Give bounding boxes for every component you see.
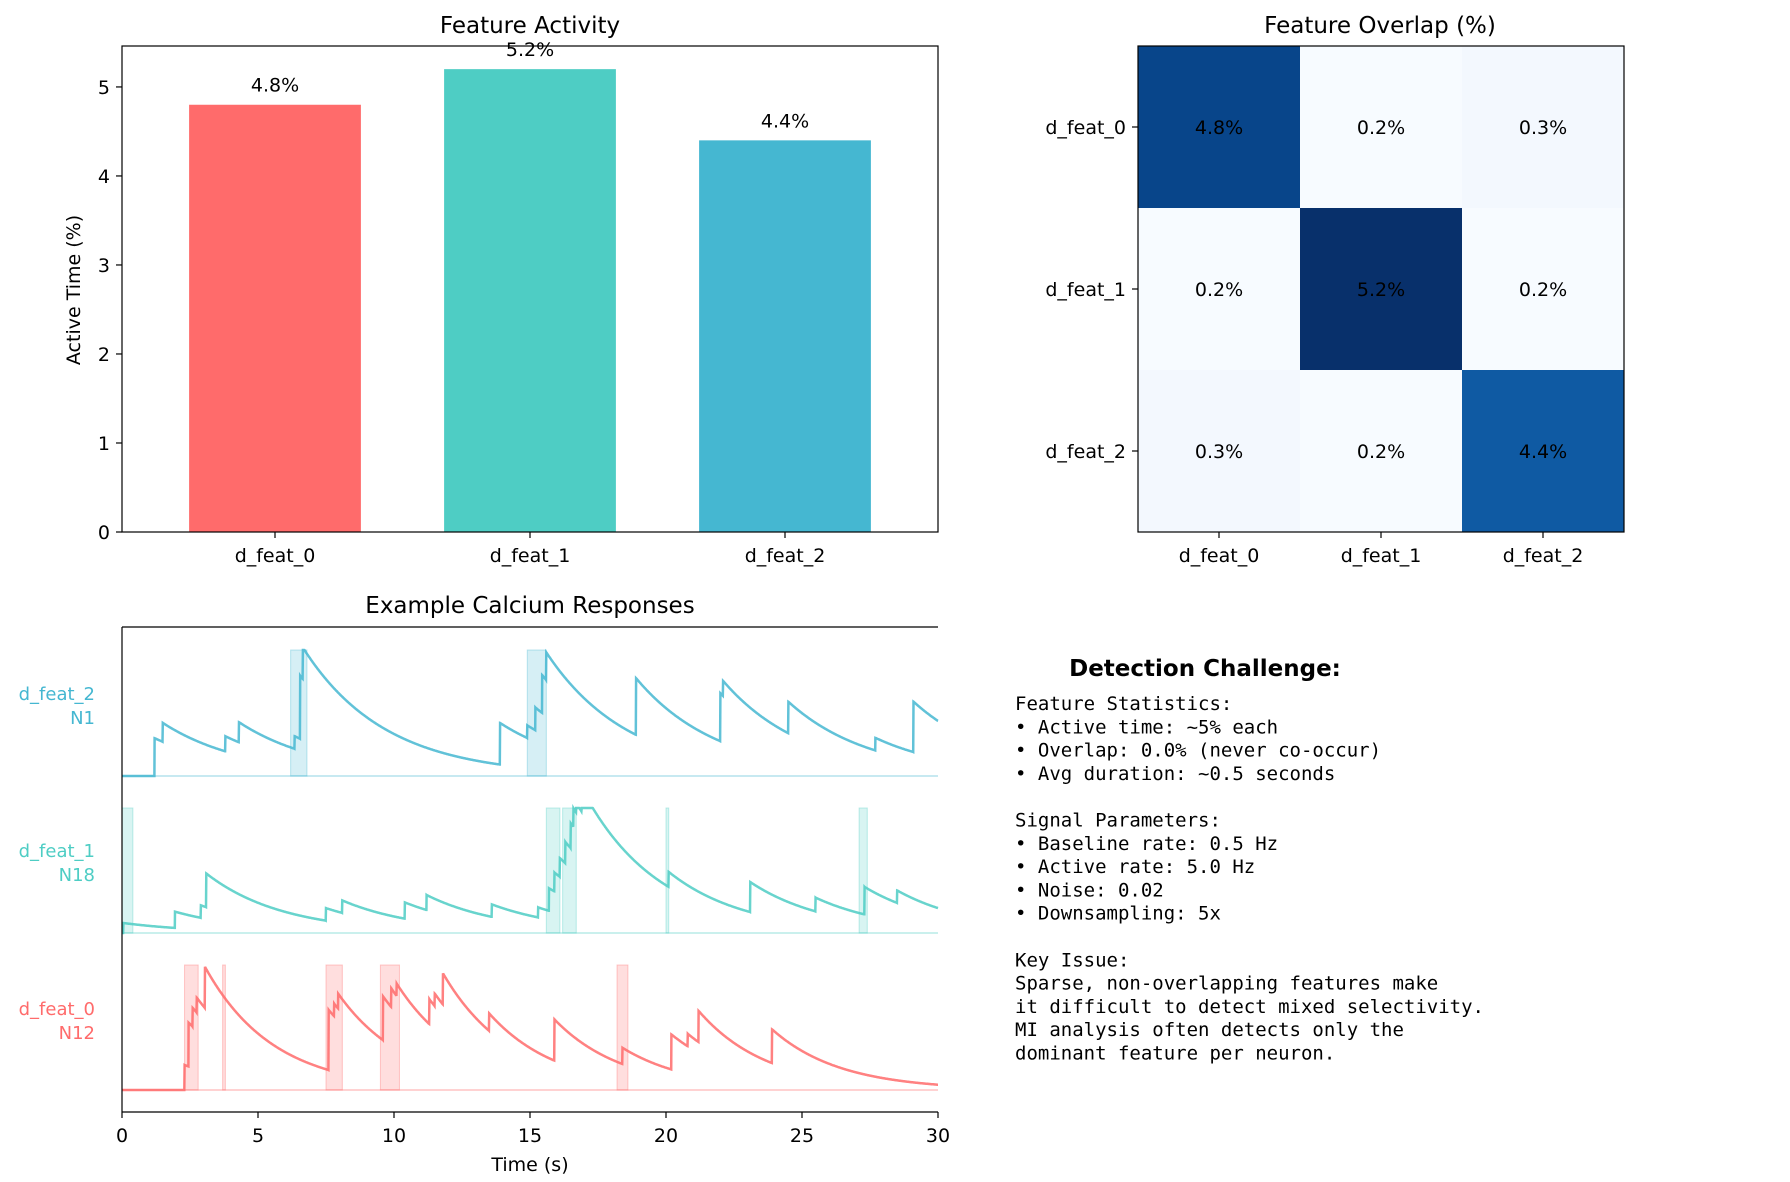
bar-chart-frame (121, 45, 939, 533)
heatmap-cell (1462, 208, 1625, 371)
y-tick-label: d_feat_1 (1045, 279, 1126, 301)
x-tick-label: 25 (790, 1125, 814, 1147)
heatmap-cell-label: 0.2% (1519, 279, 1567, 301)
heatmap-cell-label: 4.4% (1519, 441, 1567, 463)
info-line: Sparse, non-overlapping features make (1015, 973, 1438, 995)
bar-chart-panel: Feature Activity Active Time (%) 4.8% d_f… (63, 13, 939, 567)
x-tick-label: 20 (654, 1125, 678, 1147)
bar-chart-ylabel: Active Time (%) (63, 215, 85, 365)
active-period-shade (379, 964, 400, 1091)
x-tick-label: 10 (382, 1125, 406, 1147)
heatmap-cell-label: 0.3% (1519, 117, 1567, 139)
active-period-shade (184, 964, 199, 1091)
calcium-trace-d_feat_0 (122, 966, 938, 1092)
x-tick-label: d_feat_0 (235, 545, 316, 567)
calcium-trace-d_feat_1 (121, 803, 939, 935)
y-tick-label: d_feat_2 (1045, 441, 1126, 463)
bar-marks: 4.8% d_feat_0 5.2% d_feat_1 4.4% d_feat_2 0 1 2 3… (98, 39, 871, 567)
traces-xlabel: Time (s) (490, 1154, 568, 1176)
y-tick-label: 0 (98, 522, 110, 544)
calcium-traces-panel: Example Calcium Responses d_feat_2N1d_fe… (19, 593, 950, 1176)
y-tick-label: 2 (98, 344, 110, 366)
heatmap-cell (1300, 208, 1463, 371)
info-line: • Avg duration: ~0.5 seconds (1015, 763, 1335, 785)
bar-value-label: 5.2% (506, 39, 554, 61)
info-lines: Feature Statistics:• Active time: ~5% ea… (1015, 693, 1484, 1065)
info-line: • Overlap: 0.0% (never co-occur) (1015, 740, 1381, 762)
x-tick-label: d_feat_1 (490, 545, 571, 567)
y-tick-label: 4 (98, 166, 110, 188)
heatmap-panel: Feature Overlap (%) 4.8% 0.2% 0.3% 0.2% 5.2%… (1045, 13, 1625, 567)
trace-neuron-label: N1 (70, 708, 95, 729)
info-line: • Baseline rate: 0.5 Hz (1015, 833, 1278, 855)
info-line: dominant feature per neuron. (1015, 1043, 1335, 1065)
heatmap-cell (1138, 208, 1301, 371)
bar-d_feat_0 (189, 104, 361, 532)
bar-value-label: 4.4% (761, 110, 809, 132)
heatmap-cell (1138, 46, 1301, 209)
heatmap-cell-label: 4.8% (1195, 117, 1243, 139)
active-period-shade (222, 964, 226, 1091)
heatmap-cell-label: 5.2% (1357, 279, 1405, 301)
info-heading: Detection Challenge: (1069, 656, 1341, 682)
heatmap-cell (1300, 46, 1463, 209)
heatmap-cell (1462, 370, 1625, 533)
x-tick-label: 30 (926, 1125, 950, 1147)
info-line: • Active time: ~5% each (1015, 716, 1278, 738)
x-tick-label: d_feat_2 (745, 545, 826, 567)
x-tick-label: d_feat_2 (1503, 545, 1584, 567)
heatmap-cell-label: 0.2% (1195, 279, 1243, 301)
heatmap-title: Feature Overlap (%) (1264, 13, 1496, 39)
info-panel: Detection Challenge: Feature Statistics:… (1015, 656, 1484, 1065)
bar-d_feat_1 (444, 69, 616, 533)
active-period-shade (545, 807, 561, 934)
x-tick-label: 5 (252, 1125, 264, 1147)
info-line: Signal Parameters: (1015, 810, 1221, 832)
trace-marks: d_feat_2 N1 d_feat_1 N18 d_feat_0 N12 0 5 10 15 20… (19, 626, 950, 1147)
info-line: MI analysis often detects only the (1015, 1019, 1404, 1041)
calcium-trace-d_feat_2 (122, 648, 939, 778)
traces-title: Example Calcium Responses (365, 593, 694, 619)
info-line: • Active rate: 5.0 Hz (1015, 856, 1255, 878)
x-tick-label: 15 (518, 1125, 542, 1147)
active-period-shade (121, 807, 134, 934)
heatmap-frame (1137, 45, 1625, 533)
trace-neuron-label: N18 (59, 865, 95, 886)
y-tick-label: d_feat_0 (1045, 117, 1126, 139)
info-line: • Noise: 0.02 (1015, 879, 1164, 901)
heatmap-cell (1300, 370, 1463, 533)
y-tick-label: 3 (98, 255, 110, 277)
y-tick-label: 5 (98, 77, 110, 99)
heatmap-cell-label: 0.2% (1357, 441, 1405, 463)
info-line: Feature Statistics: (1015, 693, 1232, 715)
heatmap-cells: 4.8% 0.2% 0.3% 0.2% 5.2% 0.2% 0.3% 0.2% 4.4% d_fe… (1045, 46, 1625, 567)
heatmap-cell (1138, 370, 1301, 533)
x-tick-label: d_feat_1 (1341, 545, 1422, 567)
bar-d_feat_2 (699, 140, 871, 532)
heatmap-cell-label: 0.3% (1195, 441, 1243, 463)
heatmap-cell-label: 0.2% (1357, 117, 1405, 139)
bar-chart-title: Feature Activity (440, 13, 620, 39)
active-period-shade (858, 807, 868, 934)
info-line: it difficult to detect mixed selectivity… (1015, 996, 1484, 1018)
active-period-shade (526, 649, 547, 777)
active-period-shade (616, 964, 629, 1091)
trace-feature-label: d_feat_0 (19, 999, 95, 1020)
info-line: Key Issue: (1015, 949, 1129, 971)
trace-neuron-label: N12 (59, 1023, 95, 1044)
info-line: • Downsampling: 5x (1015, 903, 1221, 925)
trace-feature-label: d_feat_1 (19, 841, 95, 862)
active-period-shade (562, 807, 577, 934)
x-tick-label: d_feat_0 (1179, 545, 1260, 567)
x-tick-label: 0 (116, 1125, 128, 1147)
heatmap-cell (1462, 46, 1625, 209)
y-tick-label: 1 (98, 433, 110, 455)
trace-feature-label: d_feat_2 (19, 684, 95, 705)
bar-value-label: 4.8% (251, 75, 299, 97)
